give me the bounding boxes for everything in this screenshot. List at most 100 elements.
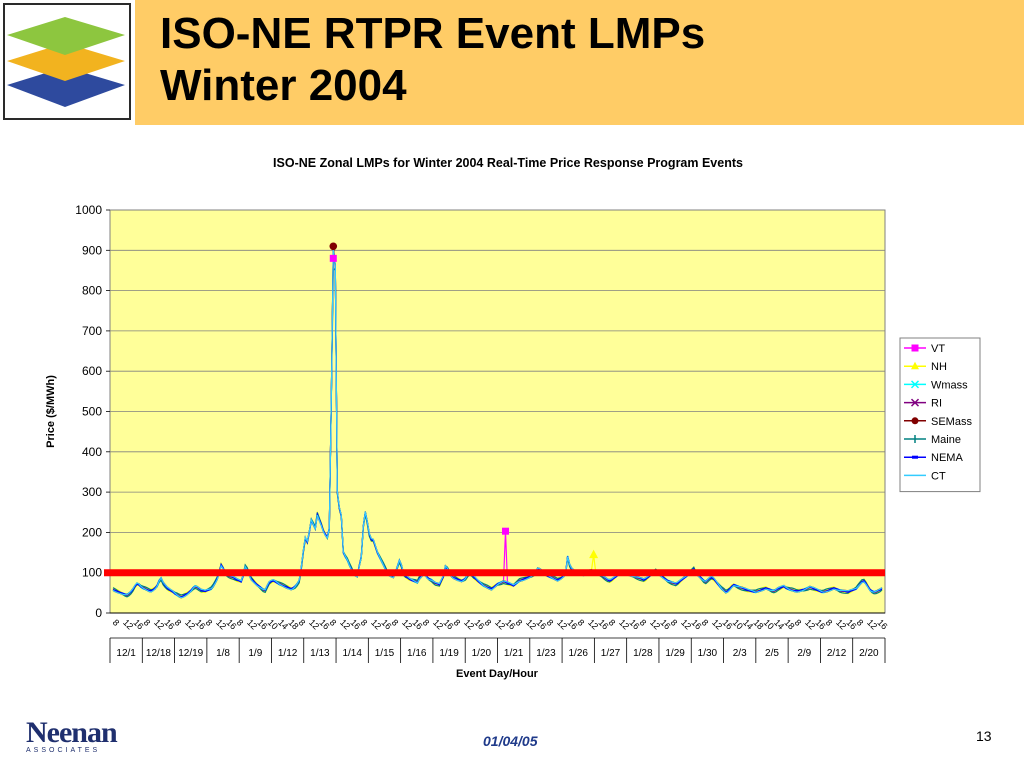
event-day-label: 12/1 bbox=[116, 648, 136, 659]
footer-date: 01/04/05 bbox=[483, 733, 538, 749]
legend-marker-triangle bbox=[911, 361, 919, 370]
event-day-label: 1/19 bbox=[439, 648, 459, 659]
event-day-label: 12/18 bbox=[146, 648, 171, 659]
legend-label: Wmass bbox=[931, 379, 968, 391]
hour-tick-label: 8 bbox=[700, 617, 711, 628]
chart-title: ISO-NE Zonal LMPs for Winter 2004 Real-T… bbox=[273, 156, 743, 170]
y-tick-label: 900 bbox=[82, 243, 102, 257]
company-logo bbox=[3, 3, 131, 120]
vt-spike-marker bbox=[502, 527, 510, 535]
hour-tick-label: 8 bbox=[297, 617, 308, 628]
footer-logo: Neenan ASSOCIATES bbox=[26, 716, 118, 755]
series-line-ct bbox=[112, 249, 883, 599]
logo-gold-layer bbox=[7, 43, 125, 81]
hour-tick-label: 8 bbox=[483, 617, 494, 628]
logo-green-layer bbox=[7, 17, 125, 55]
event-day-label: 2/12 bbox=[827, 648, 847, 659]
event-day-label: 1/28 bbox=[633, 648, 653, 659]
y-tick-label: 0 bbox=[95, 606, 102, 620]
legend-label: SEMass bbox=[931, 416, 972, 428]
hour-tick-label: 8 bbox=[855, 617, 866, 628]
slide-title: ISO-NE RTPR Event LMPs Winter 2004 bbox=[160, 8, 705, 112]
legend-marker-circle bbox=[911, 417, 919, 425]
hour-tick-label: 8 bbox=[421, 617, 432, 628]
y-tick-label: 700 bbox=[82, 324, 102, 338]
hour-tick-label: 8 bbox=[328, 617, 339, 628]
hour-tick-label: 8 bbox=[142, 617, 153, 628]
legend: VT NH Wmass RI SEMass Maine NEMA CT bbox=[899, 337, 981, 493]
hour-tick-label: 8 bbox=[545, 617, 556, 628]
y-tick-label: 500 bbox=[82, 405, 102, 419]
y-tick-label: 100 bbox=[82, 566, 102, 580]
event-day-label: 2/9 bbox=[797, 648, 811, 659]
legend-label: CT bbox=[931, 470, 946, 482]
hour-tick-label: 8 bbox=[824, 617, 835, 628]
hour-tick-label: 8 bbox=[235, 617, 246, 628]
slide-title-line-1: ISO-NE RTPR Event LMPs bbox=[160, 9, 706, 58]
event-day-label: 1/20 bbox=[472, 648, 492, 659]
legend-marker-dash bbox=[912, 455, 918, 459]
page-number: 13 bbox=[976, 728, 992, 744]
title-band bbox=[135, 0, 1024, 125]
event-day-label: 1/8 bbox=[216, 648, 230, 659]
event-day-label: 2/20 bbox=[859, 648, 879, 659]
nh-spike-marker bbox=[589, 549, 599, 559]
hour-tick-label: 8 bbox=[390, 617, 401, 628]
hour-tick-label: 8 bbox=[669, 617, 680, 628]
event-day-label: 1/13 bbox=[310, 648, 330, 659]
legend-box bbox=[899, 337, 981, 493]
event-day-label: 1/14 bbox=[342, 648, 362, 659]
x-axis-label: Event Day/Hour bbox=[456, 668, 539, 680]
event-day-label: 12/19 bbox=[178, 648, 203, 659]
hour-tick-label: 8 bbox=[111, 617, 122, 628]
footer-brand: Neenan bbox=[26, 716, 118, 749]
hour-tick-label: 8 bbox=[514, 617, 525, 628]
y-tick-label: 1000 bbox=[75, 203, 102, 217]
event-day-label: 1/15 bbox=[375, 648, 395, 659]
y-tick-label: 300 bbox=[82, 485, 102, 499]
legend-label: VT bbox=[931, 343, 945, 355]
hour-tick-label: 16 bbox=[875, 617, 889, 631]
hour-tick-label: 8 bbox=[607, 617, 618, 628]
hour-tick-label: 8 bbox=[638, 617, 649, 628]
legend-marker-x bbox=[910, 380, 920, 389]
event-day-label: 1/21 bbox=[504, 648, 524, 659]
hour-tick-label: 8 bbox=[204, 617, 215, 628]
event-day-label: 1/27 bbox=[601, 648, 621, 659]
event-day-label: 1/23 bbox=[536, 648, 556, 659]
legend-label: Maine bbox=[931, 434, 961, 446]
footer-brand-sub: ASSOCIATES bbox=[26, 747, 101, 754]
legend-marker-x bbox=[910, 398, 920, 407]
event-day-label: 1/26 bbox=[568, 648, 588, 659]
series-lines bbox=[112, 242, 883, 599]
legend-label: NEMA bbox=[931, 452, 963, 464]
y-tick-label: 400 bbox=[82, 445, 102, 459]
series-line-nema bbox=[112, 250, 883, 598]
legend-marker-square bbox=[911, 344, 919, 352]
hour-tick-label: 8 bbox=[359, 617, 370, 628]
y-axis-label: Price ($/MWh) bbox=[45, 375, 57, 448]
event-day-label: 1/16 bbox=[407, 648, 427, 659]
event-day-label: 1/12 bbox=[278, 648, 298, 659]
event-day-label: 1/30 bbox=[698, 648, 718, 659]
hour-tick-label: 8 bbox=[173, 617, 184, 628]
logo-blue-layer bbox=[7, 67, 125, 107]
slide-title-line-2: Winter 2004 bbox=[160, 61, 407, 110]
event-day-label: 1/29 bbox=[665, 648, 685, 659]
y-tick-label: 800 bbox=[82, 284, 102, 298]
hour-tick-label: 8 bbox=[576, 617, 587, 628]
y-tick-label: 200 bbox=[82, 525, 102, 539]
legend-label: NH bbox=[931, 361, 947, 373]
event-day-label: 2/5 bbox=[765, 648, 779, 659]
y-tick-label: 600 bbox=[82, 364, 102, 378]
vt-peak-marker bbox=[329, 254, 337, 262]
hour-tick-label: 8 bbox=[452, 617, 463, 628]
legend-label: RI bbox=[931, 398, 942, 410]
event-day-label: 2/3 bbox=[733, 648, 747, 659]
layered-diamonds-logo bbox=[7, 17, 125, 107]
zonal-lmp-chart: ISO-NE Zonal LMPs for Winter 2004 Real-T… bbox=[45, 156, 981, 680]
event-day-label: 1/9 bbox=[248, 648, 262, 659]
semass-peak-marker bbox=[329, 242, 338, 251]
hour-tick-label: 8 bbox=[793, 617, 804, 628]
